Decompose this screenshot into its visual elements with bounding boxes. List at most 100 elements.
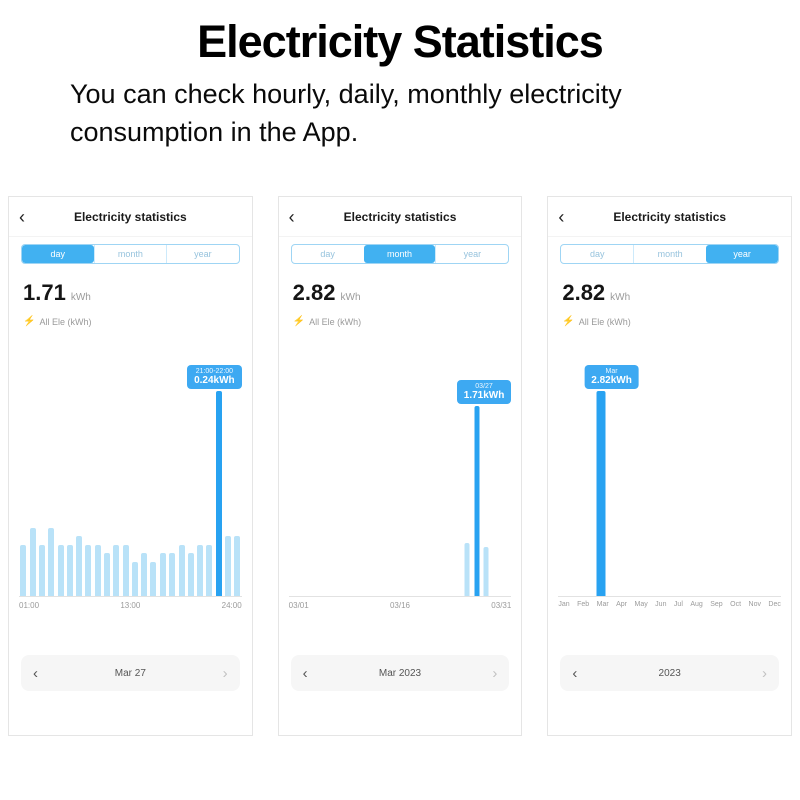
x-axis-label: Sep: [710, 601, 723, 608]
bar[interactable]: [141, 553, 148, 596]
x-axis-label: 03/01: [288, 601, 309, 610]
tooltip-value: 1.71kWh: [463, 390, 505, 401]
lightning-icon: ⚡: [23, 316, 36, 327]
selected-bar[interactable]: [596, 391, 606, 596]
bar[interactable]: [38, 545, 45, 596]
phone-panel: ‹ Electricity statistics day month year 1.…: [8, 196, 253, 736]
back-icon[interactable]: ‹: [288, 206, 295, 227]
date-pager: ‹ 2023 ›: [560, 655, 780, 691]
lightning-icon: ⚡: [292, 316, 306, 327]
x-axis-label: Dec: [768, 601, 781, 608]
x-axis-label: Jun: [655, 601, 667, 608]
pager-prev-icon[interactable]: ‹: [302, 664, 308, 682]
chart: 21:00-22:00 0.24kWh: [19, 347, 242, 597]
x-axis-label: Mar: [596, 601, 609, 608]
selected-bar[interactable]: [474, 406, 480, 596]
page-title: Electricity Statistics: [197, 16, 604, 67]
bar[interactable]: [187, 553, 194, 596]
x-axis-label: 01:00: [19, 601, 40, 610]
bar[interactable]: [20, 545, 27, 596]
bar[interactable]: [178, 545, 185, 596]
bar[interactable]: [113, 545, 120, 596]
tooltip-period: Mar: [605, 368, 618, 375]
tab-day[interactable]: day: [320, 249, 335, 259]
tab-month[interactable]: month: [93, 245, 167, 263]
value-row: 1.71 kWh: [23, 280, 252, 306]
tooltip: 21:00-22:00 0.24kWh: [187, 365, 242, 389]
legend-row: ⚡ All Ele (kWh): [293, 316, 522, 327]
tooltip-period: 21:00-22:00: [195, 368, 234, 375]
tab-year[interactable]: year: [435, 245, 508, 263]
x-axis: Jan Feb Mar Apr May Jun Jul Aug Sep Oct Nov Dec: [558, 601, 781, 608]
pager-next-icon[interactable]: ›: [492, 664, 498, 682]
pager-prev-icon[interactable]: ‹: [33, 664, 38, 682]
bar[interactable]: [159, 553, 166, 596]
tab-day[interactable]: day: [22, 245, 94, 263]
bar[interactable]: [234, 536, 241, 596]
bar[interactable]: [104, 553, 111, 596]
x-axis-label: Aug: [690, 601, 703, 608]
bar[interactable]: [48, 528, 55, 596]
tab-group: day month year: [290, 244, 510, 264]
tooltip-value: 0.24kWh: [194, 375, 235, 386]
value-row: 2.82 kWh: [562, 280, 791, 306]
panel-title: Electricity statistics: [343, 209, 457, 224]
bar[interactable]: [66, 545, 73, 596]
date-pager: ‹ Mar 2023 ›: [290, 655, 510, 691]
bar[interactable]: [224, 536, 231, 596]
x-axis: 01:00 13:00 24:00: [19, 601, 242, 610]
back-icon[interactable]: ‹: [19, 206, 25, 227]
tab-group: day month year: [21, 244, 240, 264]
x-axis-label: 03/31: [491, 601, 512, 610]
bar[interactable]: [94, 545, 101, 596]
tab-month[interactable]: month: [633, 245, 706, 263]
bar[interactable]: [197, 545, 204, 596]
x-axis-label: Feb: [577, 601, 590, 608]
bar[interactable]: [169, 553, 176, 596]
tab-month[interactable]: month: [363, 245, 436, 263]
tooltip: 03/27 1.71kWh: [456, 380, 512, 404]
phone-panel: ‹ Electricity statistics day month year 2.…: [277, 196, 523, 736]
bar[interactable]: [464, 543, 470, 596]
legend-label: All Ele (kWh): [39, 316, 92, 327]
tab-year[interactable]: year: [706, 245, 779, 263]
x-axis-label: May: [634, 601, 648, 608]
pager-next-icon[interactable]: ›: [222, 664, 228, 682]
tab-year[interactable]: year: [166, 245, 239, 263]
legend-row: ⚡ All Ele (kWh): [23, 316, 252, 327]
lightning-icon: ⚡: [562, 316, 575, 327]
bar[interactable]: [85, 545, 92, 596]
chart: 03/27 1.71kWh: [288, 347, 512, 597]
chart: Mar 2.82kWh: [558, 347, 782, 597]
panel-header: ‹ Electricity statistics: [548, 197, 792, 237]
tab-group: day month year: [560, 244, 780, 264]
panel-title: Electricity statistics: [613, 209, 727, 224]
total-value: 1.71: [23, 280, 66, 305]
bar[interactable]: [29, 528, 36, 596]
bar[interactable]: [132, 562, 138, 596]
total-unit: kWh: [340, 292, 361, 303]
tab-day[interactable]: day: [590, 249, 605, 259]
panel-header: ‹ Electricity statistics: [9, 197, 252, 237]
pager-label: 2023: [658, 667, 681, 679]
total-value: 2.82: [292, 280, 336, 305]
pager-label: Mar 2023: [378, 667, 422, 679]
bar[interactable]: [206, 545, 213, 596]
pager-next-icon[interactable]: ›: [762, 664, 768, 682]
tooltip-period: 03/27: [475, 383, 493, 390]
x-axis-label: 13:00: [120, 601, 141, 610]
bar[interactable]: [483, 547, 489, 596]
x-axis-label: Apr: [616, 601, 628, 608]
bar[interactable]: [76, 536, 83, 596]
pager-prev-icon[interactable]: ‹: [572, 664, 578, 682]
selected-bar[interactable]: [215, 391, 222, 596]
x-axis-label: 24:00: [221, 601, 242, 610]
x-axis: 03/01 03/16 03/31: [289, 601, 512, 610]
back-icon[interactable]: ‹: [558, 206, 565, 227]
bar[interactable]: [57, 545, 64, 596]
x-axis-label: Jan: [558, 601, 570, 608]
panel-title: Electricity statistics: [73, 209, 187, 224]
legend-row: ⚡ All Ele (kWh): [562, 316, 791, 327]
bar[interactable]: [150, 562, 157, 596]
bar[interactable]: [122, 545, 129, 596]
